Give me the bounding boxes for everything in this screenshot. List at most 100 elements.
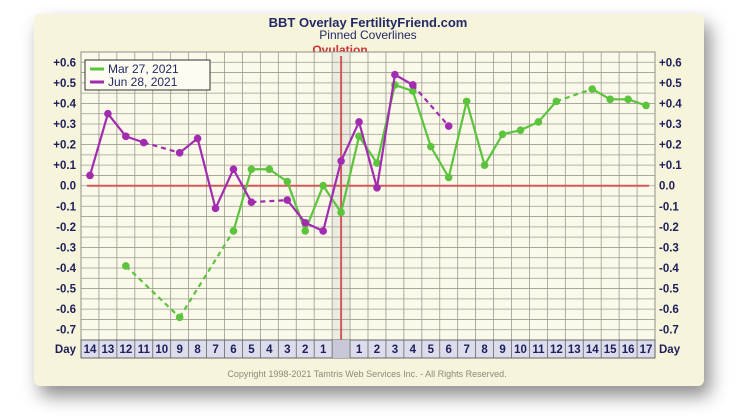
chart-card: BBT Overlay FertilityFriend.com Pinned C… xyxy=(34,14,704,386)
data-point xyxy=(301,227,310,235)
day-tick-label: 4 xyxy=(410,344,417,356)
y-tick-right: +0.5 xyxy=(659,78,682,90)
data-point xyxy=(391,70,399,79)
day-tick-label: 4 xyxy=(266,344,273,356)
data-point xyxy=(283,177,292,186)
series-segment xyxy=(483,133,504,166)
day-tick-label: 12 xyxy=(550,344,563,356)
day-tick-label: 11 xyxy=(138,344,151,356)
day-tick-label: 9 xyxy=(176,344,182,356)
y-tick-right: +0.4 xyxy=(659,98,682,110)
series-1 xyxy=(86,70,453,235)
series-segment xyxy=(196,138,217,209)
series-segment xyxy=(357,121,379,189)
series-segment xyxy=(178,230,235,318)
y-tick-right: +0.2 xyxy=(659,140,682,152)
day-tick-label: 13 xyxy=(568,344,581,356)
data-point xyxy=(373,159,381,167)
day-tick-label: 7 xyxy=(463,344,469,356)
data-point xyxy=(624,95,632,104)
series-segment xyxy=(340,121,361,162)
data-point xyxy=(265,165,274,174)
series-lines xyxy=(86,70,650,322)
data-point xyxy=(480,161,489,169)
data-point xyxy=(409,81,417,89)
y-tick-left: -0.3 xyxy=(56,242,76,254)
y-tick-right: -0.6 xyxy=(659,304,679,316)
day-tick-label: 14 xyxy=(84,344,97,356)
data-point xyxy=(498,130,507,139)
data-point xyxy=(426,142,435,151)
series-segment xyxy=(375,74,396,188)
y-tick-left: -0.5 xyxy=(56,284,76,296)
day-tick-label: 5 xyxy=(248,344,255,356)
bbt-chart: BBT Overlay FertilityFriend.com Pinned C… xyxy=(53,15,682,379)
copyright-text: Copyright 1998-2021 Tamtris Web Services… xyxy=(227,369,506,379)
legend-label-jun28: Jun 28, 2021 xyxy=(108,75,178,89)
y-tick-left: -0.6 xyxy=(56,304,76,316)
data-point xyxy=(229,165,238,174)
y-tick-right: -0.5 xyxy=(659,284,679,296)
data-point xyxy=(122,262,130,270)
y-tick-left: -0.7 xyxy=(56,325,76,337)
series-segment xyxy=(447,101,468,178)
series-segment xyxy=(429,146,450,179)
y-tick-left: +0.3 xyxy=(53,119,76,131)
y-tick-left: 0.0 xyxy=(60,181,76,193)
day-tick-label: 16 xyxy=(622,344,635,356)
chart-subtitle: Pinned Coverlines xyxy=(319,28,416,42)
day-label-left: Day xyxy=(55,344,77,356)
day-tick-label: 7 xyxy=(212,344,218,356)
y-tick-right: +0.3 xyxy=(659,119,682,131)
day-tick-label: 9 xyxy=(499,344,505,356)
day-tick-label: 15 xyxy=(604,344,617,356)
grid-lines xyxy=(80,51,656,341)
chart-title: BBT Overlay FertilityFriend.com xyxy=(269,15,468,30)
day-tick-label: 2 xyxy=(374,344,380,356)
day-tick-label: 8 xyxy=(481,344,488,356)
series-segment xyxy=(322,160,343,232)
data-point xyxy=(337,208,345,217)
series-segment xyxy=(286,199,307,224)
data-point xyxy=(229,227,238,235)
data-point xyxy=(642,101,650,110)
series-segment xyxy=(412,84,450,127)
data-point xyxy=(86,171,94,180)
day-tick-label: 6 xyxy=(230,344,236,356)
series-segment xyxy=(88,113,109,176)
data-point xyxy=(373,183,381,192)
data-point xyxy=(283,196,292,204)
data-point xyxy=(301,218,310,227)
y-tick-left: +0.6 xyxy=(53,57,76,69)
reference-lines xyxy=(87,56,649,340)
data-point xyxy=(444,122,453,130)
data-point xyxy=(534,118,543,126)
day-tick-label: 13 xyxy=(102,344,115,356)
y-tick-left: -0.4 xyxy=(56,263,76,275)
data-point xyxy=(355,132,363,141)
series-segment xyxy=(555,87,593,103)
data-point xyxy=(193,134,202,143)
day-label-right: Day xyxy=(659,344,681,356)
day-axis: 14 13 12 11 10 9 8 7 6 5 4 3 2 1 1 2 3 4 5 6 7 8 9 10 11 12 13 14 15… xyxy=(55,339,681,359)
day-tick-label: 11 xyxy=(532,344,545,356)
day-tick-label: 3 xyxy=(392,344,398,356)
y-tick-right: +0.6 xyxy=(659,57,682,69)
y-tick-right: +0.1 xyxy=(659,160,682,172)
data-point xyxy=(462,97,471,106)
series-segment xyxy=(340,136,361,213)
y-tick-right: -0.3 xyxy=(659,242,679,254)
day-tick-label: 17 xyxy=(640,344,653,356)
series-segment xyxy=(178,137,199,154)
series-segment xyxy=(232,168,253,232)
data-point xyxy=(444,173,453,182)
y-axis-left-ticks: +0.6 +0.5 +0.4 +0.3 +0.2 +0.1 0.0 -0.1 -0.2 -0.3 -… xyxy=(53,57,76,336)
data-point xyxy=(409,87,417,95)
day-tick-label: 10 xyxy=(155,344,168,356)
data-point xyxy=(139,138,148,147)
data-point xyxy=(588,85,597,93)
data-point xyxy=(247,165,256,174)
y-tick-left: +0.2 xyxy=(53,140,76,152)
series-segment xyxy=(251,199,288,204)
day-tick-label: 14 xyxy=(586,344,599,356)
